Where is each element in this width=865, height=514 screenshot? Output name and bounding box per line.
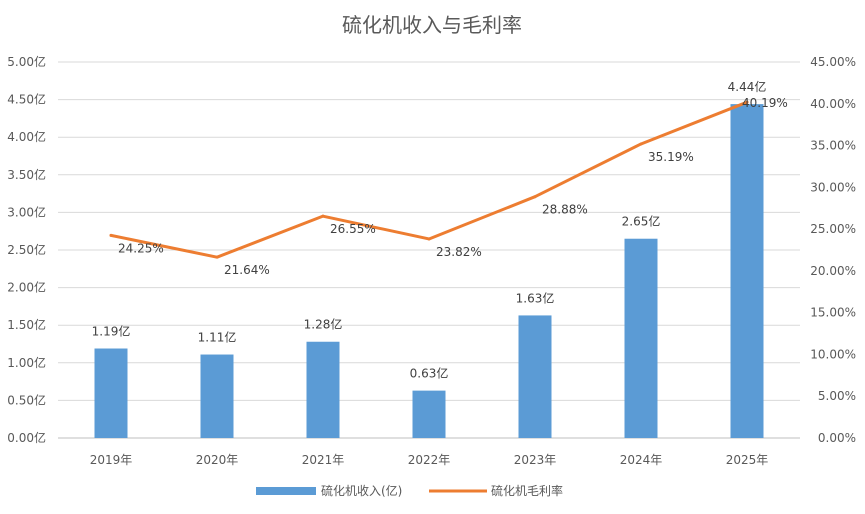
legend-bar-label: 硫化机收入(亿) (321, 483, 402, 498)
left-tick-label: 4.50亿 (7, 92, 46, 107)
x-tick-label: 2024年 (620, 453, 663, 467)
line-data-label: 26.55% (330, 222, 376, 236)
line-data-label: 21.64% (224, 263, 270, 277)
left-tick-label: 0.00亿 (7, 430, 46, 445)
left-tick-label: 1.00亿 (7, 355, 46, 370)
line-point (109, 233, 113, 237)
left-tick-label: 3.00亿 (7, 204, 46, 219)
left-tick-label: 4.00亿 (7, 129, 46, 144)
left-tick-label: 0.50亿 (7, 392, 46, 407)
grid-lines (58, 61, 800, 439)
line-data-label: 24.25% (118, 241, 164, 255)
right-tick-label: 35.00% (810, 139, 856, 153)
left-tick-label: 2.00亿 (7, 280, 46, 295)
right-tick-label: 25.00% (810, 222, 856, 236)
line-data-label: 40.19% (742, 96, 788, 110)
bar-data-labels: 1.19亿 1.11亿 1.28亿 0.63亿 1.63亿 2.65亿 4.44亿 (92, 79, 767, 381)
left-tick-label: 3.50亿 (7, 167, 46, 182)
x-tick-label: 2023年 (514, 453, 557, 467)
x-tick-label: 2021年 (302, 453, 345, 467)
bar-data-label: 1.11亿 (198, 330, 237, 345)
line-data-label: 35.19% (648, 150, 694, 164)
right-axis-ticks: 0.00% 5.00% 10.00% 15.00% 20.00% 25.00% 30.00%… (810, 55, 856, 445)
x-axis-ticks: 2019年 2020年 2021年 2022年 2023年 2024年 2025年 (90, 453, 769, 467)
bar (518, 315, 552, 438)
line-series (109, 100, 749, 259)
bar (306, 341, 340, 438)
x-tick-label: 2019年 (90, 453, 133, 467)
bar-data-label: 1.63亿 (516, 290, 555, 305)
line-point (639, 142, 643, 146)
line-data-label: 23.82% (436, 245, 482, 259)
bar-data-label: 0.63亿 (410, 366, 449, 381)
bar-data-label: 4.44亿 (728, 79, 767, 94)
left-tick-label: 1.50亿 (7, 317, 46, 332)
bar-series (94, 104, 764, 438)
line-data-labels: 24.25% 21.64% 26.55% 23.82% 28.88% 35.19% 40.1… (118, 96, 788, 277)
bar (624, 238, 658, 438)
line-point (321, 214, 325, 218)
right-tick-label: 45.00% (810, 55, 856, 69)
line-point (745, 100, 749, 104)
right-tick-label: 40.00% (810, 97, 856, 111)
line-point (533, 195, 537, 199)
bar-data-label: 1.19亿 (92, 324, 131, 339)
legend-bar-swatch (256, 487, 316, 495)
bar (412, 390, 446, 438)
legend: 硫化机收入(亿) 硫化机毛利率 (256, 483, 563, 498)
line-data-label: 28.88% (542, 203, 588, 217)
right-tick-label: 20.00% (810, 264, 856, 278)
line-path (109, 100, 749, 259)
x-tick-label: 2020年 (196, 453, 239, 467)
right-tick-label: 5.00% (818, 389, 856, 403)
chart-title: 硫化机收入与毛利率 (342, 13, 522, 37)
x-tick-label: 2022年 (408, 453, 451, 467)
line-point (215, 255, 219, 259)
bar-data-label: 2.65亿 (622, 214, 661, 229)
right-tick-label: 15.00% (810, 306, 856, 320)
legend-line-label: 硫化机毛利率 (491, 483, 563, 498)
bar (94, 348, 128, 438)
x-tick-label: 2025年 (726, 453, 769, 467)
right-tick-label: 30.00% (810, 180, 856, 194)
bar (730, 104, 764, 438)
line-point (427, 237, 431, 241)
left-axis-ticks: 0.00亿 0.50亿 1.00亿 1.50亿 2.00亿 2.50亿 3.00亿 3.50亿… (7, 54, 46, 445)
left-tick-label: 5.00亿 (7, 54, 46, 69)
bar (200, 354, 234, 438)
right-tick-label: 0.00% (818, 431, 856, 445)
bar-data-label: 1.28亿 (304, 317, 343, 332)
right-tick-label: 10.00% (810, 347, 856, 361)
left-tick-label: 2.50亿 (7, 242, 46, 257)
